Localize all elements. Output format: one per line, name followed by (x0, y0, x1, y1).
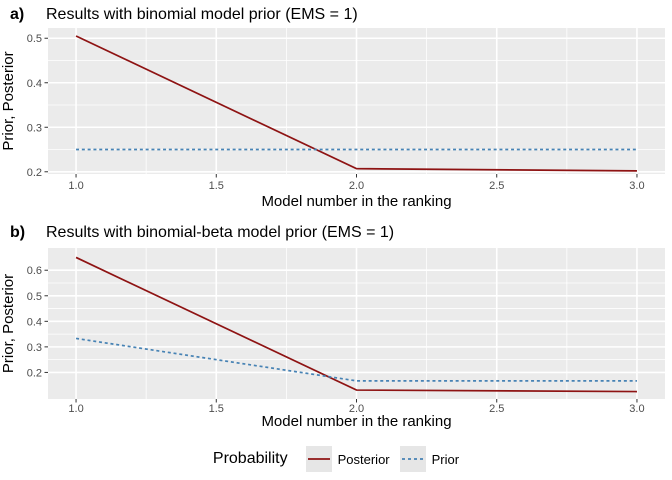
x-tick-label: 2.0 (349, 180, 364, 192)
legend: Probability Posterior Prior (0, 444, 672, 474)
legend-item-prior: Prior (399, 446, 460, 472)
axes: 1.0 1.5 2.0 2.5 3.0 0.2 0.3 0.4 0.5 (27, 33, 645, 192)
x-tick-label: 2.0 (349, 403, 364, 415)
y-axis-title: Prior, Posterior (0, 274, 17, 373)
chart-a-title: a) Results with binomial model prior (EMS… (10, 6, 358, 24)
y-tick-label: 0.2 (27, 367, 42, 379)
y-tick-label: 0.4 (27, 316, 42, 328)
legend-label-prior: Prior (431, 451, 460, 467)
posterior-line-swatch (305, 446, 332, 472)
chart-b-title: b) Results with binomial-beta model prior… (10, 224, 394, 242)
y-tick-label: 0.2 (27, 167, 42, 179)
chart-a-tag: a) (10, 6, 25, 23)
x-tick-label: 1.0 (68, 180, 83, 192)
y-tick-label: 0.6 (27, 265, 42, 277)
y-tick-label: 0.5 (27, 33, 42, 45)
chart-b-tag: b) (10, 224, 26, 241)
y-tick-label: 0.5 (27, 291, 42, 303)
gridlines (48, 248, 665, 399)
chart-b-title-text: Results with binomial-beta model prior (… (46, 224, 395, 241)
y-tick-label: 0.3 (27, 342, 42, 354)
x-tick-label: 1.0 (68, 403, 83, 415)
x-tick-label: 1.5 (209, 180, 224, 192)
legend-title: Probability (212, 450, 288, 467)
chart-a-title-text: Results with binomial model prior (EMS =… (46, 6, 358, 23)
x-tick-label: 3.0 (629, 180, 644, 192)
posterior-line (75, 256, 637, 393)
y-tick-label: 0.4 (27, 78, 42, 90)
legend-label-posterior: Posterior (337, 451, 390, 467)
axes: 1.0 1.5 2.0 2.5 3.0 0.2 0.3 0.4 0.5 0.6 (27, 265, 645, 415)
chart-b-canvas: 1.0 1.5 2.0 2.5 3.0 0.2 0.3 0.4 0.5 0.6 Model numb… (0, 248, 665, 430)
chart-a-canvas: 1.0 1.5 2.0 2.5 3.0 0.2 0.3 0.4 0.5 Model number … (0, 28, 665, 210)
gridlines (48, 28, 665, 174)
x-tick-label: 2.5 (489, 180, 504, 192)
prior-line (75, 337, 637, 382)
x-tick-label: 3.0 (629, 403, 644, 415)
y-axis-title: Prior, Posterior (0, 51, 17, 150)
x-tick-label: 1.5 (209, 403, 224, 415)
x-axis-title: Model number in the ranking (261, 413, 451, 430)
legend-item-posterior: Posterior (305, 446, 390, 472)
x-axis-title: Model number in the ranking (261, 193, 451, 210)
prior-line-swatch (399, 446, 426, 472)
y-tick-label: 0.3 (27, 122, 42, 134)
x-tick-label: 2.5 (489, 403, 504, 415)
posterior-line (75, 35, 637, 172)
